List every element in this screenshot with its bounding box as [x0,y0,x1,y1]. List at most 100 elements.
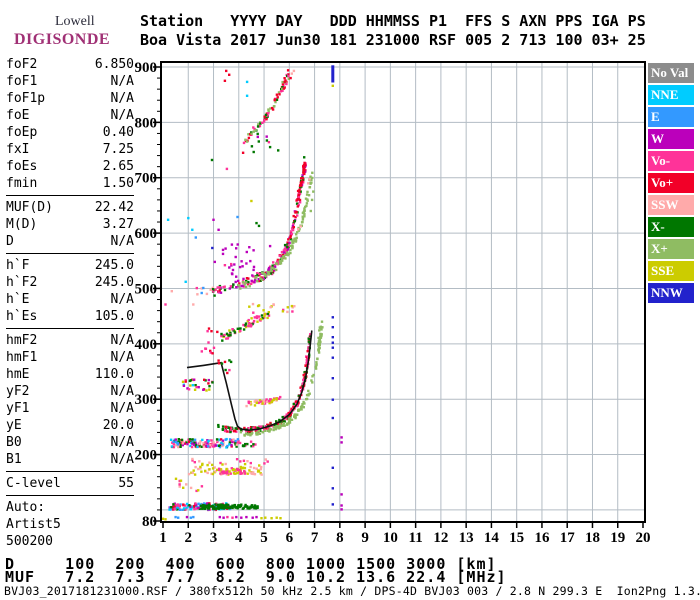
param-row-yf1: yF1 N/A [6,400,134,417]
svg-text:18: 18 [585,530,600,546]
param-value: 3.27 [102,217,134,232]
param-value: N/A [110,401,134,416]
feature-hop3 [242,73,290,145]
param-value: 110.0 [94,367,134,382]
param-row-fxi: fxI 7.25 [6,141,134,158]
feature-flat-band-220-tail [238,440,257,448]
feature-yellow-clump-170 [217,467,247,475]
param-value: 22.42 [94,200,134,215]
param-row-hmf2: hmF2 N/A [6,332,134,349]
param-label: foF1 [6,74,38,89]
header-values-row: Boa Vista 2017 Jun30 181 231000 RSF 005 … [140,31,646,49]
muf-row: MUF 7.2 7.3 7.7 8.2 9.0 10.2 13.6 22.4 [… [5,568,507,586]
param-value: N/A [110,350,134,365]
param-value: 105.0 [94,309,134,324]
param-label: yF1 [6,401,30,416]
svg-text:12: 12 [433,530,448,546]
svg-text:20: 20 [636,530,651,546]
param-row-fof1: foF1 N/A [6,73,134,90]
feature-scatter-140 [174,477,204,493]
feature-right-purple-dots [340,436,343,511]
svg-text:3: 3 [210,530,218,546]
legend-item-w: W [648,129,694,149]
param-group: hmF2 N/A hmF1 N/A hmE 110.0 yF2 N/A yF1 N/A yE 20.0… [6,332,134,472]
feature-interference-bar [331,65,335,83]
legend-item-vo: Vo+ [648,173,694,193]
parameter-panel: foF2 6.850 foF1 N/A foF1p N/A foE N/A foEp 0.40 fx… [6,56,134,550]
svg-text:11: 11 [409,530,423,546]
param-row-foes: foEs 2.65 [6,158,134,175]
legend-item-noval: No Val [648,63,694,83]
feature-hop3-sprinkle [250,132,280,154]
param-label: fxI [6,142,30,157]
svg-text:500: 500 [135,281,158,297]
param-label: B1 [6,452,22,467]
feature-row-185 [191,457,269,467]
feature-upper-sprinkle-460 [248,302,296,314]
param-label: h`Es [6,309,38,324]
param-value: 245.0 [94,258,134,273]
param-row-hmf1: hmF1 N/A [6,349,134,366]
svg-text:16: 16 [534,530,550,546]
param-value: N/A [110,234,134,249]
param-label: D [6,234,14,249]
distance-row: D 100 200 400 600 800 1000 1500 3000 [km… [5,555,497,573]
param-value: N/A [110,91,134,106]
param-row-yf2: yF2 N/A [6,383,134,400]
feature-hop2-w-scatter [221,243,272,278]
param-value: N/A [110,435,134,450]
param-row-d: D N/A [6,233,134,250]
legend-item-ssw: SSW [648,195,694,215]
legend-item-x: X- [648,217,694,237]
feature-yellow-band-170 [187,465,263,476]
svg-text:900: 900 [135,60,158,76]
svg-text:4: 4 [235,530,243,546]
param-value: N/A [110,452,134,467]
param-row-hes: h`Es 105.0 [6,308,134,325]
legend-item-nne: NNE [648,85,694,105]
param-value: N/A [110,108,134,123]
svg-text:9: 9 [361,530,369,546]
param-value: 20.0 [102,418,134,433]
param-value: 55 [118,476,134,491]
param-label: foF1p [6,91,46,106]
logo-digisonde-text: DIGISONDE [14,31,111,48]
feature-flat-band-220 [169,437,240,449]
param-label: h`F [6,258,30,273]
param-label: hmE [6,367,30,382]
feature-hop2-top-red [294,161,307,214]
legend-item-e: E [648,107,694,127]
param-label: MUF(D) [6,200,53,215]
param-group: C-level 55 [6,475,134,496]
param-row-hme: hmE 110.0 [6,366,134,383]
svg-text:2: 2 [185,530,193,546]
feature-scatter-400 [200,327,219,355]
feature-artist-trace [186,330,313,432]
svg-text:7: 7 [311,530,319,546]
svg-text:8: 8 [336,530,344,546]
feature-bottom-echo-row [161,515,282,521]
param-row-clevel: C-level 55 [6,475,134,492]
feature-corner-scatter [217,359,233,375]
feature-interference-column [331,84,334,506]
param-label: foEp [6,125,38,140]
param-label: foE [6,108,30,123]
param-row-fof2: foF2 6.850 [6,56,134,73]
param-label: yE [6,418,22,433]
param-row-md: M(D) 3.27 [6,216,134,233]
svg-text:80: 80 [142,514,157,530]
param-row-b0: B0 N/A [6,434,134,451]
plot-grid [162,63,644,521]
param-value: 6.850 [94,57,134,72]
param-value: 7.25 [102,142,134,157]
param-row-fof1p: foF1p N/A [6,90,134,107]
svg-text:19: 19 [610,530,625,546]
plot-axes: 1 2 3 4 5 6 7 8 9 10 11 12 13 14 15 16 17 18 19 20900800700… [135,60,651,546]
svg-text:700: 700 [135,171,158,187]
param-value: 2.65 [102,159,134,174]
param-value: 0.40 [102,125,134,140]
feature-f-trace-x [239,320,324,437]
param-row-fmin: fmin 1.50 [6,175,134,192]
